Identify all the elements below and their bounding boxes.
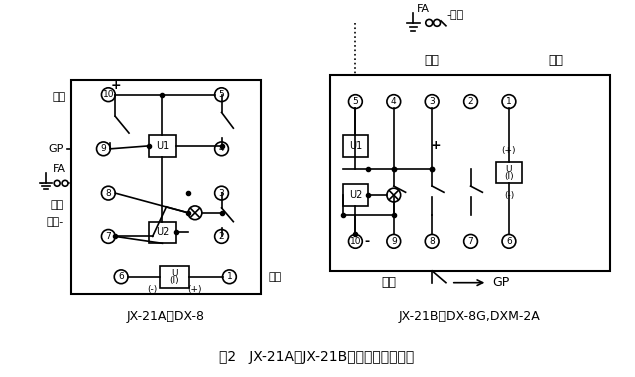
Bar <box>330 75 610 271</box>
Text: 6: 6 <box>118 272 124 281</box>
Text: JX-21B代DX-8G,DXM-2A: JX-21B代DX-8G,DXM-2A <box>399 310 540 323</box>
Text: 5: 5 <box>352 97 358 106</box>
Text: GP: GP <box>49 144 64 154</box>
Text: U1: U1 <box>156 141 169 151</box>
Text: GP: GP <box>492 276 509 289</box>
Text: -: - <box>364 235 370 248</box>
Bar <box>496 162 522 183</box>
Text: -复归: -复归 <box>447 10 464 20</box>
Text: 1: 1 <box>227 272 232 281</box>
Text: 启动: 启动 <box>549 54 564 67</box>
Text: +: + <box>111 79 121 92</box>
Text: 9: 9 <box>100 144 106 153</box>
Text: U2: U2 <box>156 227 169 238</box>
Text: 启动: 启动 <box>269 272 282 282</box>
Text: 3: 3 <box>218 188 224 198</box>
Bar <box>343 184 368 206</box>
Text: 8: 8 <box>105 188 111 198</box>
Text: 3: 3 <box>429 97 435 106</box>
Text: 7: 7 <box>467 237 474 246</box>
Text: 图2   JX-21A、JX-21B接线图（正视图）: 图2 JX-21A、JX-21B接线图（正视图） <box>219 349 415 363</box>
Bar <box>159 266 189 288</box>
Text: 2: 2 <box>218 232 224 241</box>
Text: 电源-: 电源- <box>47 217 64 227</box>
Text: FA: FA <box>417 4 429 14</box>
Text: 6: 6 <box>506 237 512 246</box>
Text: -: - <box>39 178 43 188</box>
Text: U: U <box>505 165 512 174</box>
Text: 5: 5 <box>218 90 224 99</box>
Text: 1: 1 <box>506 97 512 106</box>
Text: +: + <box>431 139 441 152</box>
Text: 2: 2 <box>468 97 473 106</box>
Text: (I): (I) <box>504 172 514 181</box>
Text: 电源: 电源 <box>53 92 66 102</box>
Text: FA: FA <box>53 164 66 173</box>
Bar <box>149 222 177 243</box>
Text: 8: 8 <box>429 237 435 246</box>
Bar <box>149 135 177 157</box>
Text: 电源: 电源 <box>425 54 439 67</box>
Text: U1: U1 <box>349 141 362 151</box>
Bar <box>343 135 368 157</box>
Text: JX-21A代DX-8: JX-21A代DX-8 <box>126 310 204 323</box>
Text: (-): (-) <box>504 191 514 199</box>
Text: (I): (I) <box>170 276 179 285</box>
Text: 4: 4 <box>218 144 224 153</box>
Text: 7: 7 <box>105 232 111 241</box>
Text: 10: 10 <box>350 237 361 246</box>
Text: 电源: 电源 <box>382 276 396 289</box>
Text: (-): (-) <box>147 285 157 294</box>
Text: (+): (+) <box>188 285 202 294</box>
Text: 9: 9 <box>391 237 397 246</box>
Bar <box>71 80 261 294</box>
Text: (+): (+) <box>502 146 516 155</box>
Text: 复归: 复归 <box>51 200 64 210</box>
Text: U2: U2 <box>349 190 362 200</box>
Text: 10: 10 <box>103 90 114 99</box>
Text: U: U <box>171 269 178 278</box>
Text: 4: 4 <box>391 97 397 106</box>
